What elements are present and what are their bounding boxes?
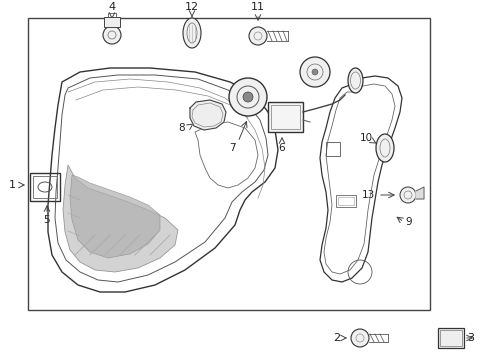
Bar xyxy=(104,17,120,27)
Polygon shape xyxy=(190,100,225,130)
Circle shape xyxy=(350,329,368,347)
Text: 7: 7 xyxy=(228,143,235,153)
Text: 11: 11 xyxy=(250,2,264,12)
Text: 2: 2 xyxy=(332,333,339,343)
Bar xyxy=(337,197,353,205)
Bar xyxy=(33,176,57,198)
Text: 4: 4 xyxy=(108,2,115,12)
Bar xyxy=(439,330,461,346)
Bar xyxy=(267,102,303,132)
Text: 1: 1 xyxy=(8,180,16,190)
Text: 5: 5 xyxy=(43,215,50,225)
Bar xyxy=(30,173,60,201)
Text: 3: 3 xyxy=(466,333,473,343)
Polygon shape xyxy=(415,187,423,199)
Text: 8: 8 xyxy=(178,123,185,133)
Circle shape xyxy=(103,26,121,44)
Text: 13: 13 xyxy=(361,190,374,200)
Ellipse shape xyxy=(347,68,362,93)
Text: 10: 10 xyxy=(359,133,372,143)
Bar xyxy=(335,195,355,207)
Bar xyxy=(28,18,429,310)
Ellipse shape xyxy=(375,134,393,162)
Text: 12: 12 xyxy=(184,2,199,12)
Circle shape xyxy=(243,92,252,102)
Circle shape xyxy=(228,78,266,116)
Circle shape xyxy=(299,57,329,87)
Bar xyxy=(437,328,463,348)
Circle shape xyxy=(311,69,317,75)
Text: 9: 9 xyxy=(404,217,411,227)
Bar xyxy=(325,142,339,156)
Polygon shape xyxy=(63,165,178,272)
Circle shape xyxy=(248,27,266,45)
Bar xyxy=(270,105,299,129)
Polygon shape xyxy=(70,175,160,258)
Text: 6: 6 xyxy=(278,143,285,153)
Ellipse shape xyxy=(183,18,201,48)
Circle shape xyxy=(399,187,415,203)
